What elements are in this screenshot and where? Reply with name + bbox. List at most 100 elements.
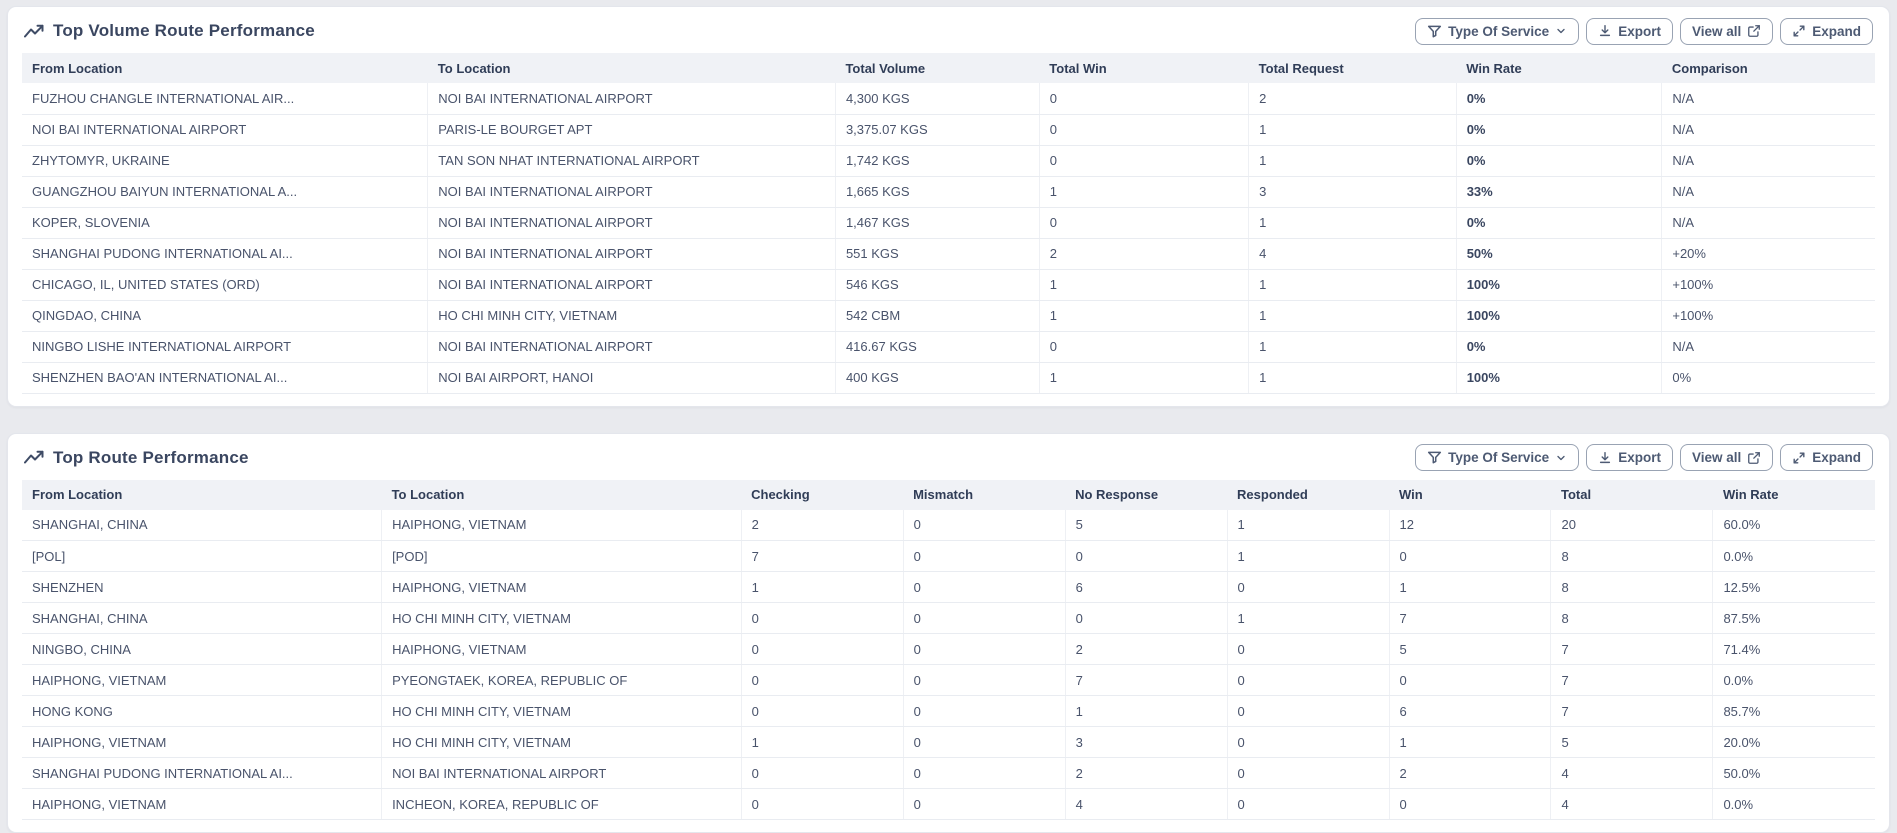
table-cell-total-request: 1 (1249, 269, 1457, 300)
table-cell-no-response: 2 (1065, 634, 1227, 665)
table-cell-win-rate: 0.0% (1713, 541, 1875, 572)
download-icon (1598, 24, 1612, 38)
table-cell-checking: 2 (741, 510, 903, 541)
export-button[interactable]: Export (1586, 18, 1673, 45)
table-cell-to-location: NOI BAI INTERNATIONAL AIRPORT (428, 83, 836, 114)
table-cell-to-location: NOI BAI INTERNATIONAL AIRPORT (428, 238, 836, 269)
column-header-total-volume: Total Volume (835, 53, 1039, 83)
table-cell-responded: 0 (1227, 727, 1389, 758)
table-cell-win-rate: 33% (1456, 176, 1662, 207)
column-header-comparison: Comparison (1662, 53, 1875, 83)
card-title-wrap: Top Volume Route Performance (24, 21, 315, 41)
table-cell-total-request: 1 (1249, 331, 1457, 362)
table-cell-from-location: QINGDAO, CHINA (22, 300, 428, 331)
table-cell-win-rate: 0.0% (1713, 789, 1875, 820)
view-all-button[interactable]: View all (1680, 444, 1773, 471)
table-cell-total-request: 2 (1249, 83, 1457, 114)
table-cell-checking: 0 (741, 634, 903, 665)
table-cell-no-response: 4 (1065, 789, 1227, 820)
table-cell-responded: 0 (1227, 634, 1389, 665)
trend-up-icon (24, 450, 44, 465)
expand-arrows-icon (1792, 451, 1806, 465)
table-cell-win-rate: 12.5% (1713, 572, 1875, 603)
table-cell-total: 5 (1551, 727, 1713, 758)
table-cell-total: 7 (1551, 665, 1713, 696)
table-cell-responded: 1 (1227, 603, 1389, 634)
table-cell-total-win: 1 (1039, 269, 1248, 300)
table-cell-total: 4 (1551, 758, 1713, 789)
column-header-total: Total (1551, 480, 1713, 510)
top-volume-route-performance-card: Top Volume Route Performance Type Of Ser… (7, 6, 1890, 407)
table-cell-mismatch: 0 (903, 634, 1065, 665)
column-header-to-location: To Location (428, 53, 836, 83)
trend-up-icon (24, 24, 44, 39)
table-cell-comparison: 0% (1662, 362, 1875, 393)
table-cell-win-rate: 50% (1456, 238, 1662, 269)
table-cell-from-location: SHENZHEN (22, 572, 382, 603)
export-button[interactable]: Export (1586, 444, 1673, 471)
table-cell-total-volume: 4,300 KGS (835, 83, 1039, 114)
table-cell-comparison: N/A (1662, 207, 1875, 238)
table-cell-win-rate: 0% (1456, 83, 1662, 114)
table-cell-win-rate: 0% (1456, 207, 1662, 238)
table-cell-comparison: +100% (1662, 300, 1875, 331)
table-cell-to-location: HO CHI MINH CITY, VIETNAM (382, 727, 742, 758)
expand-button[interactable]: Expand (1780, 18, 1873, 45)
table-row: GUANGZHOU BAIYUN INTERNATIONAL A...NOI B… (22, 176, 1875, 207)
table-cell-mismatch: 0 (903, 572, 1065, 603)
table-row: CHICAGO, IL, UNITED STATES (ORD)NOI BAI … (22, 269, 1875, 300)
view-all-label: View all (1692, 450, 1741, 465)
card-title: Top Route Performance (53, 448, 249, 468)
table-cell-win-rate: 100% (1456, 300, 1662, 331)
view-all-button[interactable]: View all (1680, 18, 1773, 45)
table-cell-to-location: HO CHI MINH CITY, VIETNAM (428, 300, 836, 331)
chevron-down-icon (1555, 452, 1567, 464)
table-cell-to-location: HAIPHONG, VIETNAM (382, 634, 742, 665)
table-cell-win: 1 (1389, 572, 1551, 603)
table-cell-checking: 0 (741, 665, 903, 696)
table-cell-win-rate: 87.5% (1713, 603, 1875, 634)
type-of-service-button[interactable]: Type Of Service (1415, 444, 1579, 471)
table-cell-comparison: N/A (1662, 176, 1875, 207)
table-cell-from-location: HAIPHONG, VIETNAM (22, 727, 382, 758)
table-cell-no-response: 1 (1065, 696, 1227, 727)
table-cell-total-win: 1 (1039, 176, 1248, 207)
expand-label: Expand (1812, 450, 1861, 465)
table-cell-win: 5 (1389, 634, 1551, 665)
type-of-service-button[interactable]: Type Of Service (1415, 18, 1579, 45)
expand-button[interactable]: Expand (1780, 444, 1873, 471)
table-cell-comparison: +100% (1662, 269, 1875, 300)
external-link-icon (1747, 24, 1761, 38)
card-title: Top Volume Route Performance (53, 21, 315, 41)
export-label: Export (1618, 450, 1661, 465)
table-cell-win-rate: 100% (1456, 269, 1662, 300)
table-cell-no-response: 0 (1065, 603, 1227, 634)
table-cell-total-request: 1 (1249, 114, 1457, 145)
filter-icon (1427, 450, 1442, 465)
card-header: Top Volume Route Performance Type Of Ser… (22, 7, 1875, 53)
table-cell-from-location: HAIPHONG, VIETNAM (22, 789, 382, 820)
table-cell-win: 1 (1389, 727, 1551, 758)
column-header-responded: Responded (1227, 480, 1389, 510)
table-cell-checking: 0 (741, 696, 903, 727)
column-header-win: Win (1389, 480, 1551, 510)
table-cell-total-request: 1 (1249, 300, 1457, 331)
table-cell-total-request: 1 (1249, 362, 1457, 393)
view-all-label: View all (1692, 24, 1741, 39)
table-cell-no-response: 6 (1065, 572, 1227, 603)
table-cell-win-rate: 71.4% (1713, 634, 1875, 665)
table-cell-comparison: N/A (1662, 331, 1875, 362)
table-cell-no-response: 7 (1065, 665, 1227, 696)
card-title-wrap: Top Route Performance (24, 448, 249, 468)
table-cell-total-win: 1 (1039, 300, 1248, 331)
table-cell-from-location: FUZHOU CHANGLE INTERNATIONAL AIR... (22, 83, 428, 114)
column-header-checking: Checking (741, 480, 903, 510)
table-cell-from-location: HONG KONG (22, 696, 382, 727)
